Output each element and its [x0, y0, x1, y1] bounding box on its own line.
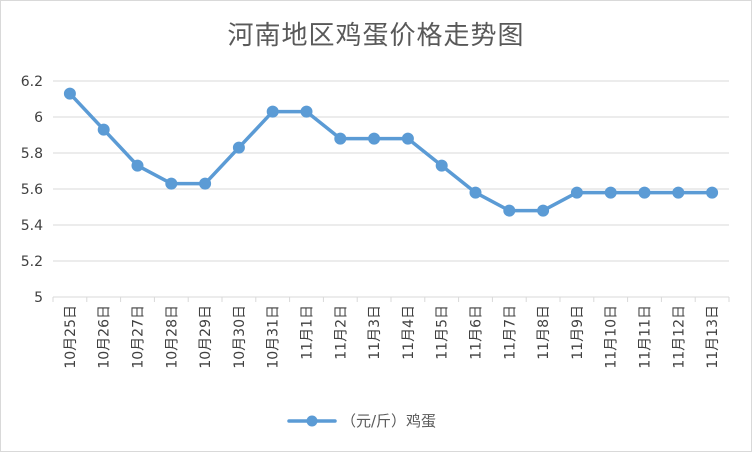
- x-axis: 10月25日 10月26日 10月27日 10月28日 10月29日 10月30日 10月3…: [52, 297, 730, 369]
- data-point: [334, 132, 347, 145]
- x-tick-label: 10月28日: [164, 305, 180, 369]
- x-tick-label: 10月29日: [198, 305, 214, 369]
- data-point: [469, 186, 482, 199]
- data-point: [570, 186, 583, 199]
- data-point: [503, 204, 516, 217]
- y-tick-label: 5.8: [21, 146, 43, 162]
- data-point: [401, 132, 414, 145]
- y-axis: 5 5.2 5.4 5.6 5.8 6 6.2: [21, 74, 43, 306]
- y-tick-label: 5.2: [21, 254, 43, 270]
- data-point: [604, 186, 617, 199]
- gridlines: [53, 80, 729, 298]
- x-tick-label: 11月9日: [570, 305, 586, 360]
- x-tick-label: 11月12日: [671, 305, 687, 369]
- x-tick-label: 11月5日: [435, 305, 451, 360]
- data-point: [638, 186, 651, 199]
- y-tick-label: 6: [34, 110, 43, 126]
- x-tick-label: 11月8日: [536, 305, 552, 360]
- x-tick-label: 11月10日: [604, 305, 620, 369]
- x-tick-label: 10月25日: [63, 305, 79, 369]
- data-point: [266, 105, 279, 118]
- data-point: [97, 123, 110, 136]
- y-tick-label: 6.2: [21, 74, 43, 90]
- legend: （元/斤）鸡蛋: [287, 412, 436, 430]
- x-tick-label: 10月30日: [232, 305, 248, 369]
- chart-title: 河南地区鸡蛋价格走势图: [227, 21, 525, 51]
- x-tick-label: 10月31日: [266, 305, 282, 369]
- x-tick-label: 11月7日: [502, 305, 518, 360]
- series-layer: [63, 87, 719, 217]
- data-point: [300, 105, 313, 118]
- data-point: [672, 186, 685, 199]
- x-tick-label: 10月27日: [131, 305, 147, 369]
- x-tick-label: 11月3日: [367, 305, 383, 360]
- x-tick-label: 11月1日: [300, 305, 316, 360]
- y-tick-label: 5: [34, 290, 43, 306]
- data-point: [232, 141, 245, 154]
- data-point: [131, 159, 144, 172]
- data-point: [435, 159, 448, 172]
- legend-label: （元/斤）鸡蛋: [341, 412, 436, 430]
- x-tick-label: 10月26日: [97, 305, 113, 369]
- y-tick-label: 5.4: [21, 218, 43, 234]
- y-tick-label: 5.6: [21, 182, 43, 198]
- x-tick-label: 11月4日: [401, 305, 417, 360]
- data-point: [199, 177, 212, 190]
- data-point: [63, 87, 76, 100]
- data-point: [368, 132, 381, 145]
- x-tick-label: 11月11日: [638, 305, 654, 369]
- x-tick-label: 11月6日: [469, 305, 485, 360]
- legend-marker: [306, 415, 318, 427]
- data-point: [537, 204, 550, 217]
- data-point: [165, 177, 178, 190]
- x-tick-label: 11月2日: [333, 305, 349, 360]
- x-tick-label: 11月13日: [705, 305, 721, 369]
- data-point: [706, 186, 719, 199]
